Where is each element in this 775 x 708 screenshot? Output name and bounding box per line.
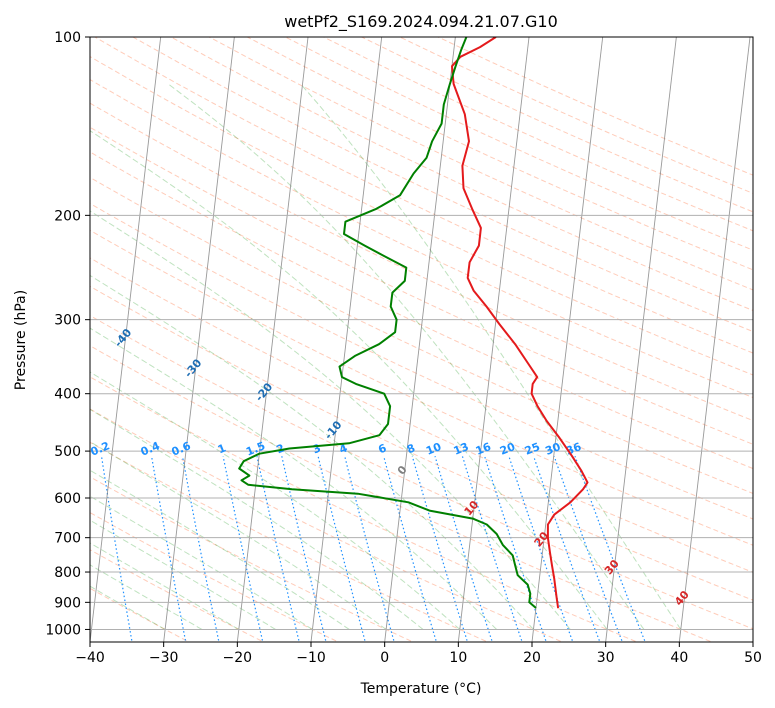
dry-adiabat-line bbox=[90, 257, 753, 573]
mixing-ratio-line bbox=[508, 456, 574, 642]
temperature-line bbox=[451, 37, 589, 609]
y-axis: 100 200 300 400 500 600 700 800 900 1000 bbox=[45, 30, 90, 638]
y-tick-label: 600 bbox=[54, 491, 81, 507]
moist-adiabat-line bbox=[90, 542, 240, 630]
dewpoint-line bbox=[238, 37, 537, 609]
moist-adiabat-line bbox=[90, 441, 387, 630]
dry-adiabat-line bbox=[90, 202, 753, 520]
mixing-ratio-line bbox=[181, 456, 220, 642]
mixing-ratio-line bbox=[484, 456, 547, 642]
moist-adiabat-line bbox=[90, 585, 166, 630]
mixing-ratio-label: 1 bbox=[216, 441, 228, 456]
mixing-ratio-label: 8 bbox=[405, 441, 417, 456]
x-tick-label: −40 bbox=[75, 650, 105, 666]
y-tick-label: 900 bbox=[54, 595, 81, 611]
mixing-ratio-line bbox=[434, 456, 493, 642]
x-tick-label: 20 bbox=[523, 650, 541, 666]
x-tick-label: 30 bbox=[597, 650, 615, 666]
dry-adiabat-line bbox=[90, 176, 753, 494]
moist-adiabat-line bbox=[90, 495, 313, 630]
x-tick-label: 0 bbox=[380, 650, 389, 666]
isotherm-line bbox=[90, 37, 162, 642]
moist-adiabat-line bbox=[300, 83, 682, 630]
mixing-ratio-label: 3 bbox=[311, 441, 323, 456]
dry-adiabat-line bbox=[170, 37, 753, 311]
x-tick-label: −20 bbox=[223, 650, 253, 666]
pressure-gridlines bbox=[90, 37, 753, 630]
x-tick-label: −10 bbox=[296, 650, 326, 666]
dry-adiabat-line bbox=[90, 102, 753, 422]
mixing-ratio-label: 10 bbox=[424, 440, 443, 458]
moist-adiabat-line bbox=[90, 371, 461, 630]
plot-frame bbox=[89, 36, 754, 643]
isotherm-line bbox=[531, 37, 604, 642]
mixing-ratio-label: 20 bbox=[498, 440, 517, 458]
isotherm-line bbox=[605, 37, 677, 642]
profile-series bbox=[238, 37, 589, 609]
moist-adiabat-line bbox=[90, 210, 571, 630]
mixing-ratio-label: 16 bbox=[474, 440, 493, 458]
x-axis-label: Temperature (°C) bbox=[360, 681, 482, 697]
x-tick-label: 10 bbox=[449, 650, 467, 666]
mixing-ratio-line bbox=[344, 456, 395, 642]
mixing-ratio-label: 13 bbox=[452, 440, 471, 458]
dry-adiabat-line bbox=[90, 126, 753, 445]
dry-adiabat-line bbox=[90, 345, 714, 642]
y-tick-label: 100 bbox=[54, 30, 81, 46]
dry-adiabat-line bbox=[90, 151, 753, 470]
isotherm-line bbox=[163, 37, 235, 642]
mixing-ratio-line bbox=[383, 456, 438, 642]
x-tick-label: −30 bbox=[149, 650, 179, 666]
moist-adiabat-line bbox=[167, 83, 645, 630]
mixing-ratio-label: 30 bbox=[543, 440, 562, 458]
moist-adiabat-line bbox=[90, 408, 424, 630]
y-tick-label: 200 bbox=[54, 208, 81, 224]
mixing-ratio-line bbox=[533, 456, 601, 642]
mixing-ratio-line bbox=[574, 455, 646, 642]
y-tick-label: 500 bbox=[54, 444, 81, 460]
dry-adiabat-line bbox=[208, 37, 753, 291]
y-axis-label: Pressure (hPa) bbox=[13, 290, 29, 390]
isotherms bbox=[90, 37, 753, 642]
moist-adiabat-line bbox=[90, 130, 608, 630]
dry-adiabat-line bbox=[90, 441, 489, 642]
mixing-ratio-label: 25 bbox=[523, 440, 542, 458]
mixing-ratio-line bbox=[222, 456, 264, 642]
isotherm-line bbox=[384, 37, 456, 642]
isotherm-line bbox=[310, 37, 383, 642]
mixing-ratio-line bbox=[317, 456, 366, 642]
y-tick-label: 300 bbox=[54, 313, 81, 329]
isotherm-line bbox=[678, 37, 751, 642]
isotherm-line bbox=[236, 37, 309, 642]
moist-adiabat-line bbox=[90, 274, 534, 630]
y-tick-label: 1000 bbox=[45, 622, 81, 638]
y-tick-label: 700 bbox=[54, 531, 81, 547]
mixing-ratio-line bbox=[151, 456, 187, 642]
mixing-ratio-label: 2 bbox=[274, 441, 286, 456]
isotherm-line bbox=[457, 37, 530, 642]
mixing-ratio-line bbox=[553, 456, 624, 642]
x-axis: −40 −30 −20 −10 0 10 20 30 40 50 bbox=[75, 642, 762, 666]
chart-title: wetPf2_S169.2024.094.21.07.G10 bbox=[284, 12, 558, 32]
moist-adiabat-line bbox=[90, 564, 203, 630]
y-tick-label: 400 bbox=[54, 387, 81, 403]
x-tick-label: 40 bbox=[670, 650, 688, 666]
y-tick-label: 800 bbox=[54, 565, 81, 581]
x-tick-label: 50 bbox=[744, 650, 762, 666]
